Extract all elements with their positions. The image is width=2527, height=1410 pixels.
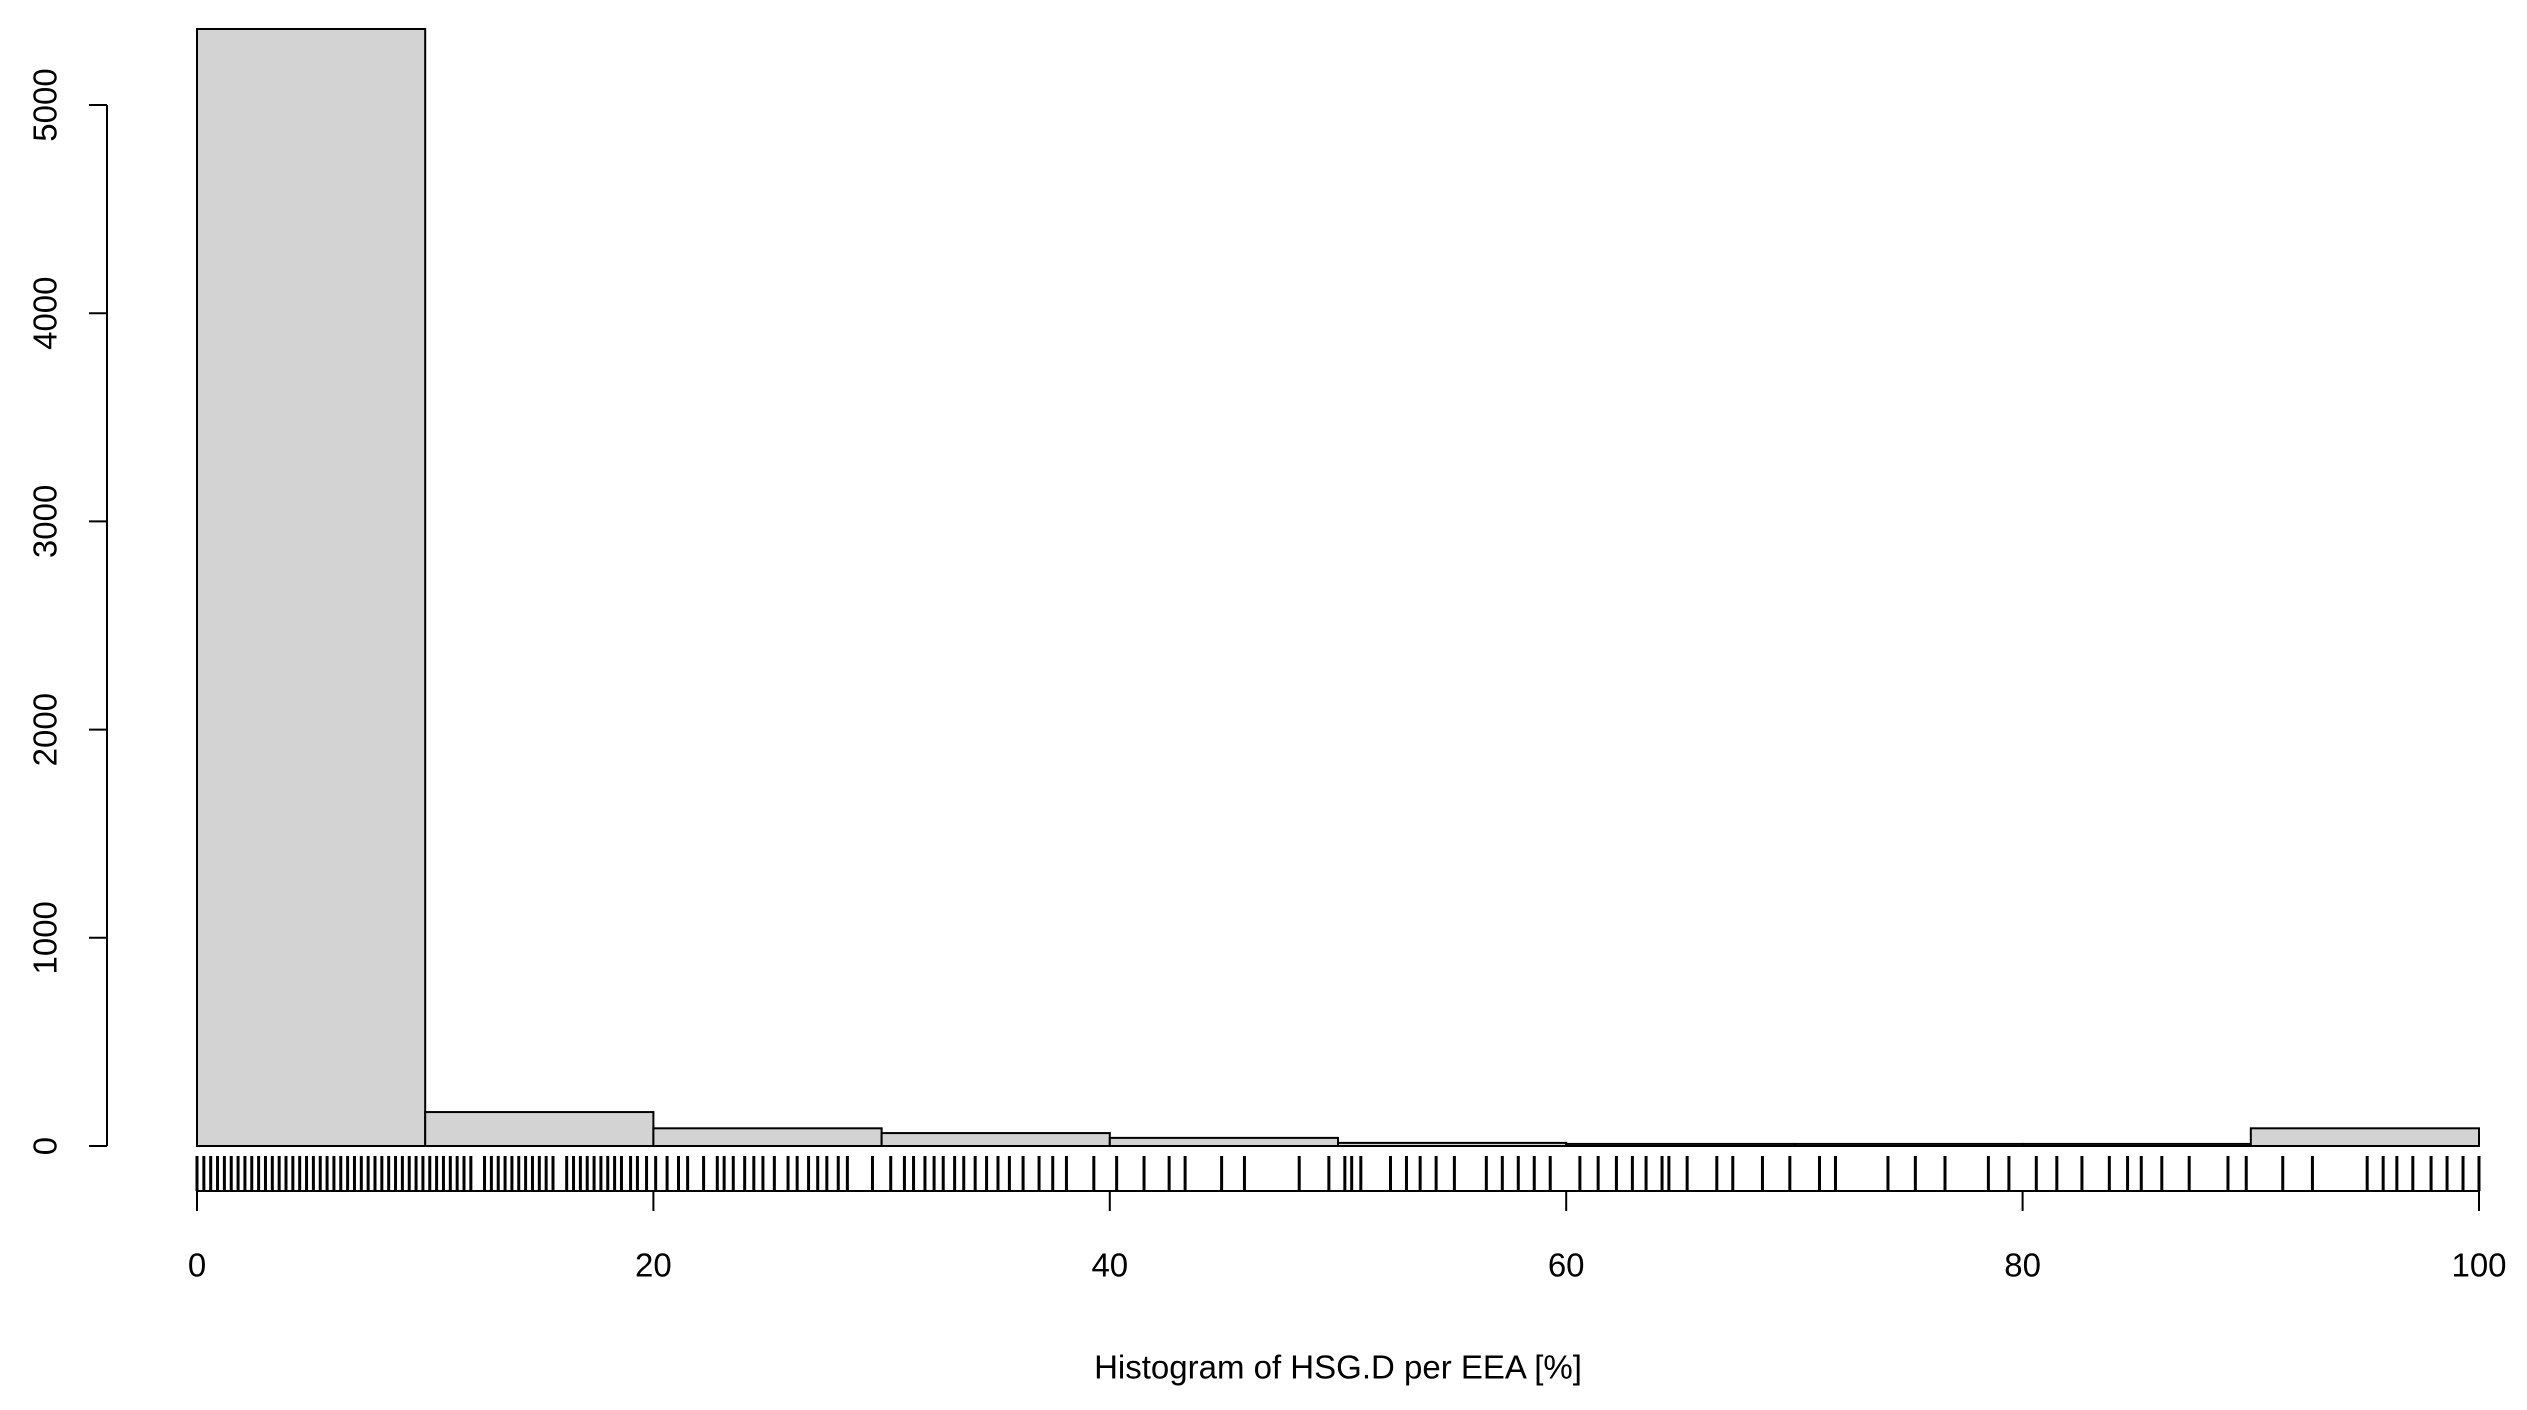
bar bbox=[424, 1111, 655, 1148]
bar bbox=[1793, 1142, 2024, 1147]
x-axis-label: Histogram of HSG.D per EEA [%] bbox=[1094, 1349, 1582, 1386]
y-tick-label: 1000 bbox=[27, 901, 64, 974]
x-tick-label: 40 bbox=[1091, 1247, 1128, 1284]
bar bbox=[1337, 1141, 1568, 1147]
y-tick-label: 0 bbox=[27, 1137, 64, 1155]
bar bbox=[2021, 1142, 2252, 1147]
x-tick-label: 100 bbox=[2451, 1247, 2506, 1284]
y-tick-label: 2000 bbox=[27, 693, 64, 766]
y-tick-label: 4000 bbox=[27, 276, 64, 349]
x-tick-label: 60 bbox=[1548, 1247, 1585, 1284]
bar bbox=[652, 1127, 883, 1147]
bar bbox=[2249, 1127, 2481, 1147]
y-tick-label: 3000 bbox=[27, 485, 64, 558]
x-tick-label: 0 bbox=[188, 1247, 206, 1284]
bar bbox=[880, 1132, 1111, 1148]
bar bbox=[1108, 1136, 1340, 1147]
bar bbox=[1565, 1142, 1796, 1147]
bar bbox=[196, 28, 427, 1147]
x-tick-label: 80 bbox=[2004, 1247, 2041, 1284]
y-tick-label: 5000 bbox=[27, 68, 64, 141]
x-tick-label: 20 bbox=[635, 1247, 672, 1284]
